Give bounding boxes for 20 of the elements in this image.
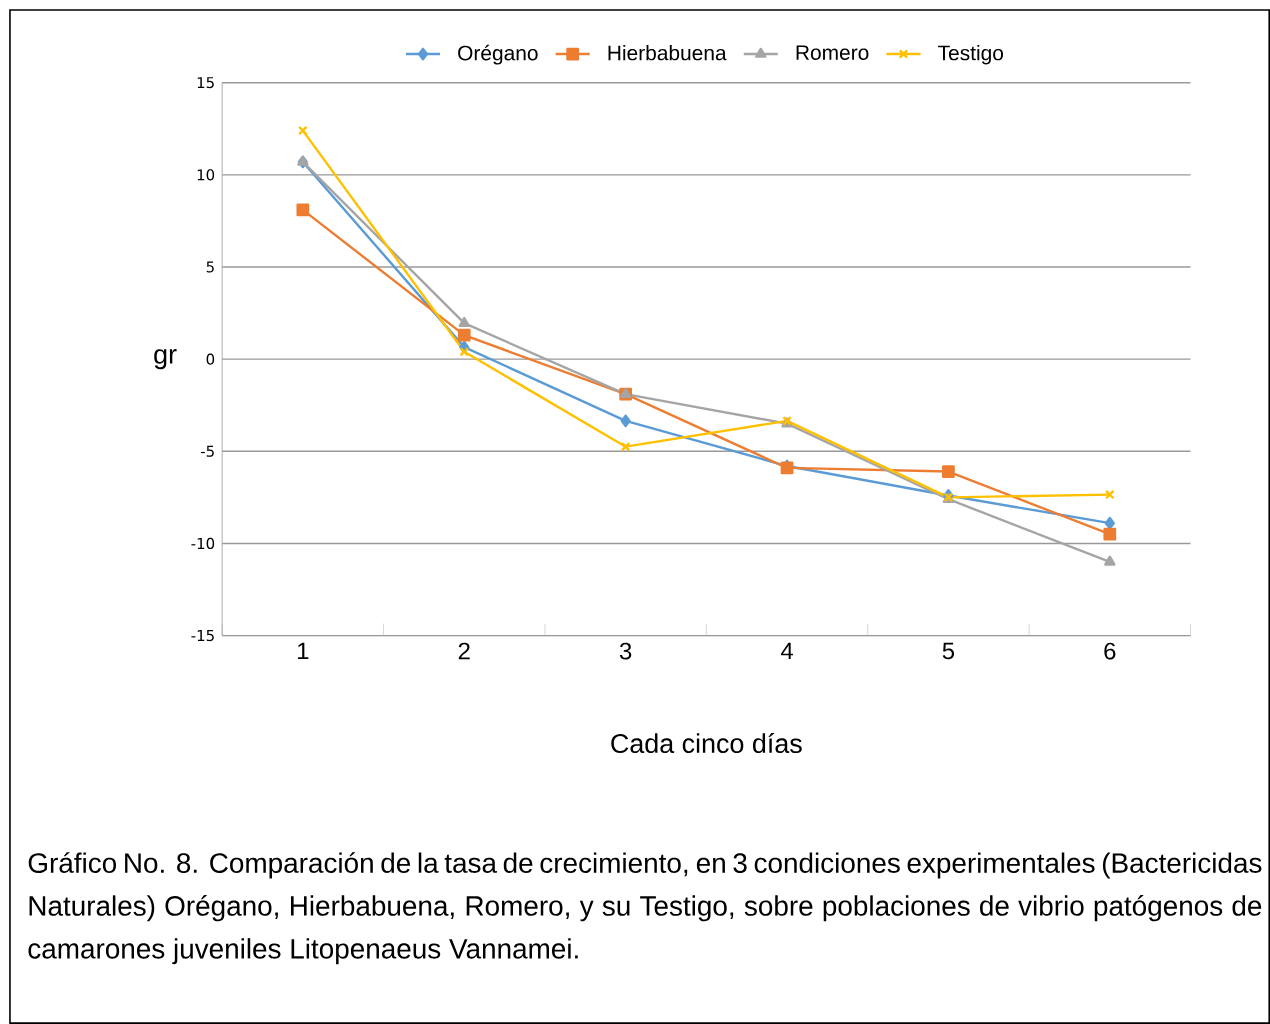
legend-label: Hierbabuena [608, 45, 727, 61]
y-tick-label: -5 [200, 445, 214, 457]
x-tick-label: 6 [1104, 642, 1116, 660]
x-axis-title: Cada cinco días [611, 733, 802, 754]
y-tick-label: 15 [197, 77, 214, 89]
x-tick-label: 5 [942, 642, 955, 660]
legend-label: Romero [796, 45, 869, 61]
y-tick-label: 10 [197, 169, 215, 181]
y-tick-label: 5 [206, 261, 214, 273]
y-tick-label: -15 [191, 630, 214, 642]
y-axis-title: gr [154, 349, 177, 370]
x-tick-label: 4 [780, 642, 793, 660]
x-tick-label: 2 [458, 642, 470, 660]
x-tick-label: 1 [298, 642, 309, 660]
text: Gráfico No. 8. Comparación de la tasa de crecimiento, en 3 condiciones experimentales (Bactericidas Naturales) Orégano, Hierbabuena, Romero, y su Testigo, sobre poblaciones de vibrio patógenos de camarones juveniles Litopenaeus Vannamei. [28, 852, 1262, 965]
legend-label: Orégano [458, 44, 538, 65]
legend-label: Testigo [938, 45, 1004, 65]
y-tick-label: 0 [206, 353, 215, 365]
y-tick-label: -10 [191, 537, 215, 550]
x-tick-label: 3 [619, 642, 632, 660]
